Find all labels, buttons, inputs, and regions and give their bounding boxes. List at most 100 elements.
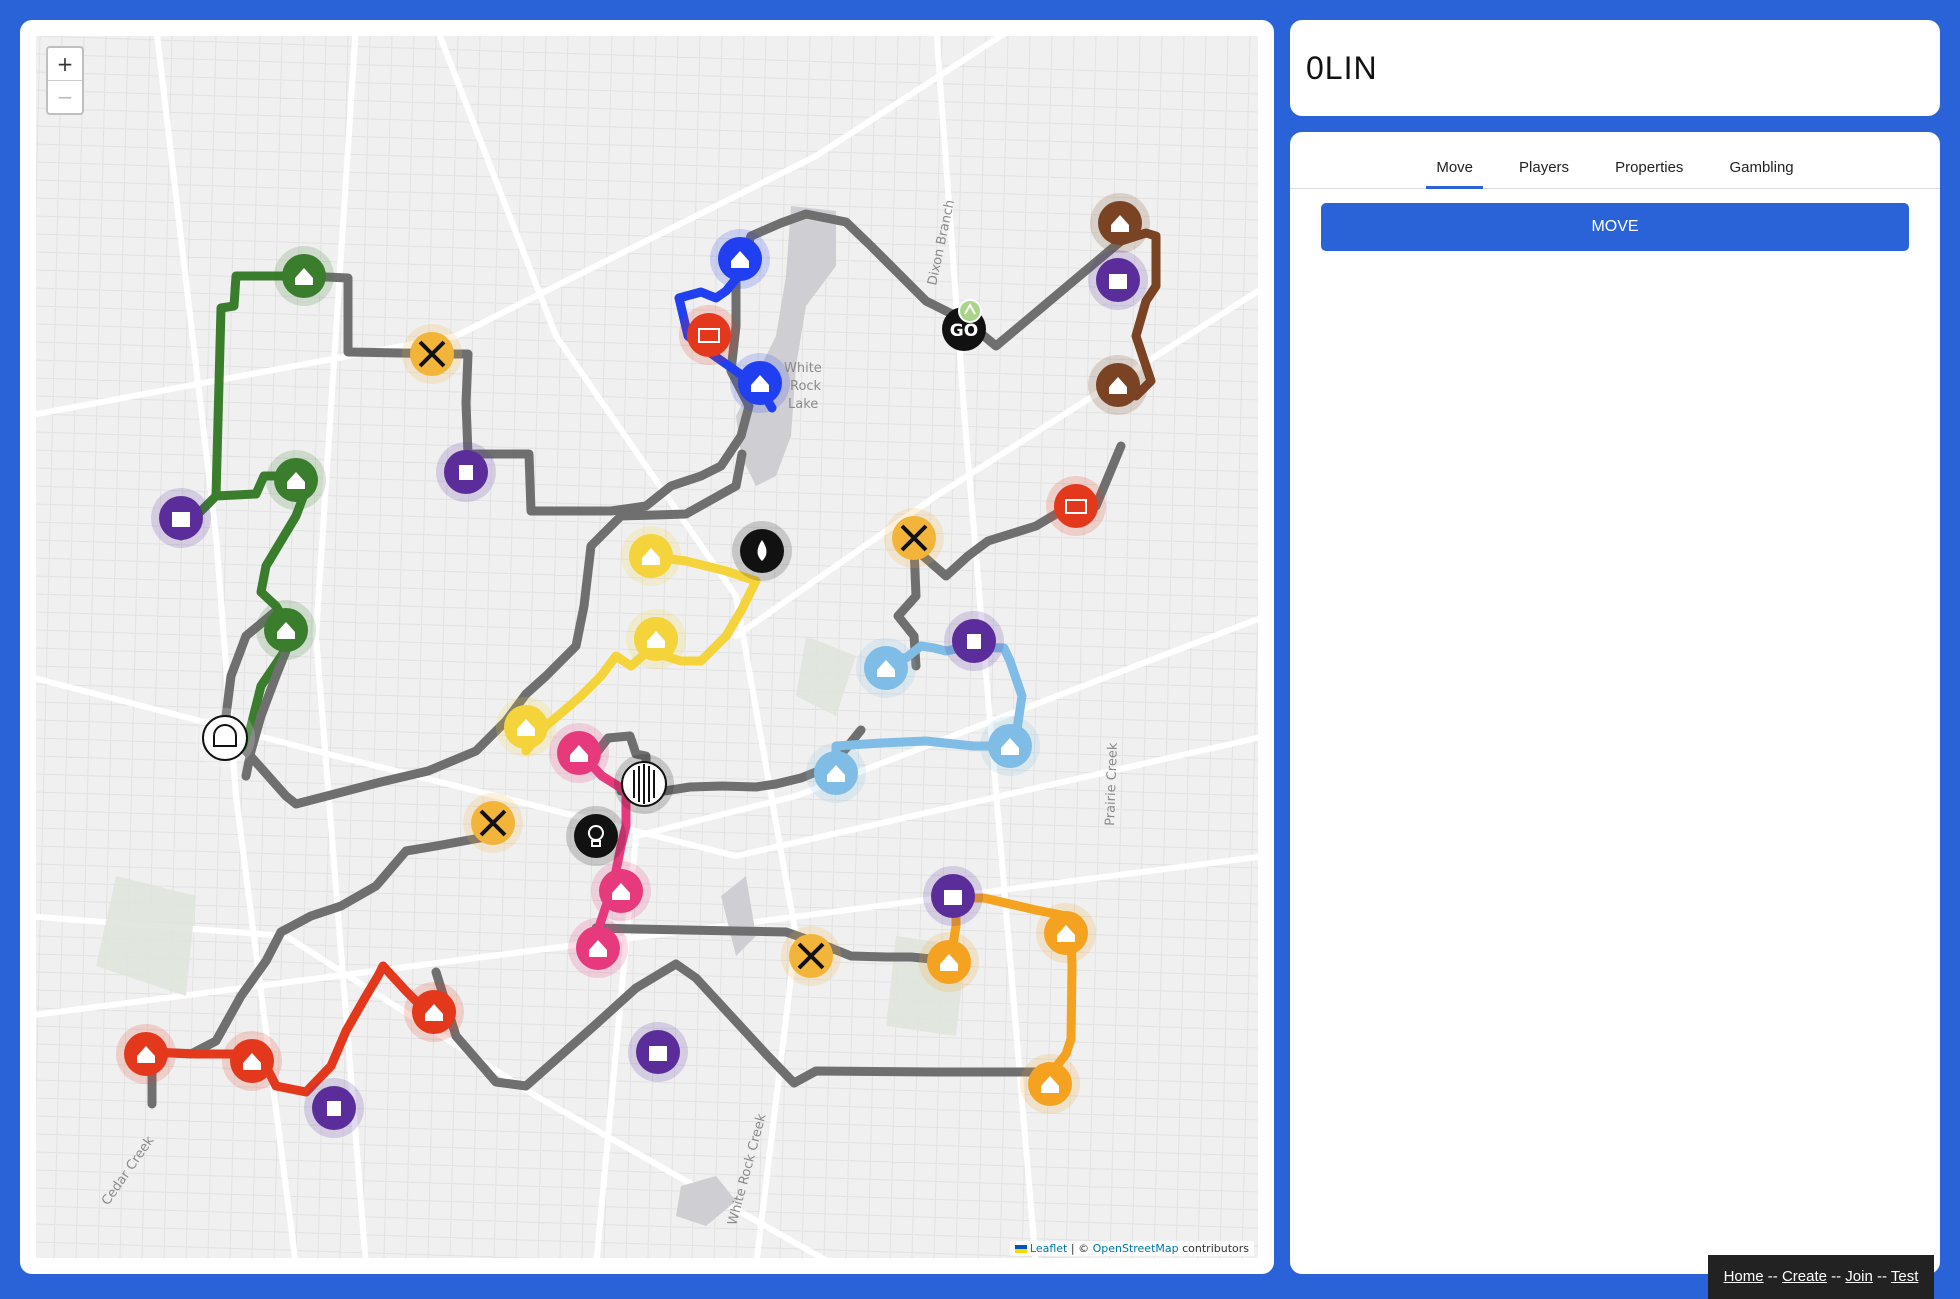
property-space[interactable] bbox=[222, 1031, 282, 1091]
house-icon bbox=[642, 548, 660, 565]
map-attribution: Leaflet | © OpenStreetMap contributors bbox=[1009, 1241, 1254, 1256]
join-link[interactable]: Join bbox=[1845, 1268, 1873, 1285]
chest-icon bbox=[172, 512, 190, 527]
house-icon bbox=[1001, 738, 1019, 755]
property-space[interactable] bbox=[621, 526, 681, 586]
water bbox=[676, 206, 836, 1226]
go-space[interactable]: GO bbox=[942, 299, 986, 351]
go-to-jail-space[interactable] bbox=[195, 708, 255, 768]
tax-space[interactable] bbox=[1046, 476, 1106, 536]
house-icon bbox=[940, 954, 958, 971]
house-icon bbox=[827, 765, 845, 782]
major-roads bbox=[36, 36, 1258, 1258]
house-icon bbox=[877, 660, 895, 677]
electric-company-space[interactable] bbox=[566, 806, 626, 866]
money-icon bbox=[698, 328, 720, 343]
property-space[interactable] bbox=[856, 638, 916, 698]
property-space[interactable] bbox=[568, 918, 628, 978]
community-chest-space[interactable] bbox=[628, 1022, 688, 1082]
house-icon bbox=[243, 1053, 261, 1070]
card-icon bbox=[327, 1101, 341, 1116]
route-gray-north bbox=[279, 209, 1126, 516]
house-icon bbox=[287, 472, 305, 489]
property-space[interactable] bbox=[1036, 903, 1096, 963]
test-link[interactable]: Test bbox=[1890, 1268, 1919, 1285]
water-works-space[interactable] bbox=[732, 521, 792, 581]
police-icon bbox=[213, 724, 237, 747]
railroad-space[interactable] bbox=[463, 793, 523, 853]
map-canvas[interactable]: White Rock Lake Dixon Branch Prairie Cre… bbox=[36, 36, 1258, 1258]
zoom-control: + − bbox=[46, 46, 84, 115]
zoom-out-button[interactable]: − bbox=[48, 80, 82, 113]
route-gray-west bbox=[241, 641, 293, 781]
property-space[interactable] bbox=[404, 982, 464, 1042]
jail-bars-icon bbox=[633, 764, 655, 804]
community-chest-space[interactable] bbox=[1088, 250, 1148, 310]
property-space[interactable] bbox=[116, 1024, 176, 1084]
property-space[interactable] bbox=[496, 697, 556, 757]
chance-space[interactable] bbox=[944, 611, 1004, 671]
map-card: White Rock Lake Dixon Branch Prairie Cre… bbox=[20, 20, 1274, 1274]
game-title: 0LIN bbox=[1306, 50, 1378, 86]
property-space[interactable] bbox=[274, 246, 334, 306]
route-brown bbox=[1116, 228, 1161, 401]
chance-space[interactable] bbox=[304, 1078, 364, 1138]
footer-sep-1: -- bbox=[1763, 1268, 1782, 1285]
property-space[interactable] bbox=[1020, 1054, 1080, 1114]
board-tokens bbox=[116, 193, 1150, 1138]
chest-icon bbox=[944, 890, 962, 905]
footer-sep-2: -- bbox=[1826, 1268, 1846, 1285]
property-space[interactable] bbox=[1090, 193, 1150, 253]
railroad-space[interactable] bbox=[884, 508, 944, 568]
tab-players[interactable]: Players bbox=[1519, 159, 1570, 176]
house-icon bbox=[647, 631, 665, 648]
jail-space[interactable] bbox=[614, 754, 674, 814]
house-icon bbox=[612, 883, 630, 900]
property-space[interactable] bbox=[626, 609, 686, 669]
card-icon bbox=[967, 634, 981, 649]
property-space[interactable] bbox=[549, 723, 609, 783]
house-icon bbox=[1041, 1076, 1059, 1093]
property-space[interactable] bbox=[710, 229, 770, 289]
osm-link[interactable]: OpenStreetMap bbox=[1092, 1242, 1179, 1255]
create-link[interactable]: Create bbox=[1781, 1268, 1827, 1285]
route-gray-south3 bbox=[431, 959, 1055, 1091]
house-icon bbox=[751, 375, 769, 392]
tab-bar: Move Players Properties Gambling bbox=[1290, 132, 1940, 189]
tab-properties[interactable]: Properties bbox=[1615, 159, 1684, 176]
property-space[interactable] bbox=[266, 450, 326, 510]
footer-nav: Home -- Create -- Join -- Test bbox=[1708, 1255, 1934, 1299]
chance-space[interactable] bbox=[436, 442, 496, 502]
railroad-space[interactable] bbox=[781, 926, 841, 986]
property-space[interactable] bbox=[591, 861, 651, 921]
route-gray-east bbox=[893, 497, 1081, 671]
tab-move[interactable]: Move bbox=[1413, 159, 1496, 189]
zoom-in-button[interactable]: + bbox=[56, 52, 74, 76]
footer-sep-3: -- bbox=[1872, 1268, 1891, 1285]
move-button[interactable]: MOVE bbox=[1321, 203, 1909, 251]
property-space[interactable] bbox=[980, 716, 1040, 776]
house-icon bbox=[1109, 377, 1127, 394]
tax-space[interactable] bbox=[679, 305, 739, 365]
community-chest-space[interactable] bbox=[923, 866, 983, 926]
property-space[interactable] bbox=[919, 932, 979, 992]
leaflet-link[interactable]: Leaflet bbox=[1029, 1242, 1068, 1255]
house-icon bbox=[295, 268, 313, 285]
property-space[interactable] bbox=[1088, 355, 1148, 415]
player-marker bbox=[958, 299, 982, 323]
railroad-space[interactable] bbox=[402, 324, 462, 384]
railroad-crossing-icon bbox=[479, 809, 507, 837]
game-map[interactable]: White Rock Lake Dixon Branch Prairie Cre… bbox=[36, 36, 1258, 1258]
railroad-crossing-icon bbox=[900, 524, 928, 552]
property-space[interactable] bbox=[256, 600, 316, 660]
community-chest-space[interactable] bbox=[151, 488, 211, 548]
house-icon bbox=[570, 745, 588, 762]
property-space[interactable] bbox=[806, 743, 866, 803]
tab-gambling[interactable]: Gambling bbox=[1729, 159, 1794, 176]
house-icon bbox=[731, 251, 749, 268]
lake-label-1: White bbox=[784, 361, 822, 376]
property-space[interactable] bbox=[730, 353, 790, 413]
house-icon bbox=[425, 1004, 443, 1021]
home-link[interactable]: Home bbox=[1723, 1268, 1764, 1285]
water-drop-icon bbox=[757, 540, 767, 561]
